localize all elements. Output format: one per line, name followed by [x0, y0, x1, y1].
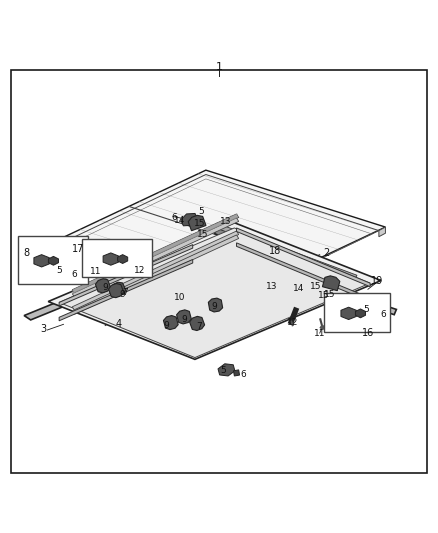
Polygon shape [233, 370, 240, 376]
Text: 9: 9 [212, 302, 218, 311]
Text: 18: 18 [269, 246, 281, 256]
Text: 10: 10 [174, 293, 185, 302]
Text: 15: 15 [318, 291, 330, 300]
Text: 6: 6 [240, 370, 247, 379]
Text: 11: 11 [314, 328, 325, 337]
Text: 9: 9 [181, 316, 187, 325]
Polygon shape [109, 284, 124, 297]
Text: 14: 14 [174, 216, 185, 225]
Polygon shape [59, 228, 370, 358]
Text: 7: 7 [196, 322, 202, 332]
Text: 5: 5 [56, 266, 62, 276]
Text: 15: 15 [310, 282, 321, 290]
Polygon shape [103, 253, 119, 265]
Polygon shape [181, 213, 198, 226]
Polygon shape [95, 279, 110, 293]
Polygon shape [367, 304, 384, 317]
Polygon shape [177, 310, 191, 324]
Text: 6: 6 [171, 213, 177, 222]
Polygon shape [190, 317, 205, 330]
Text: 4: 4 [115, 319, 121, 329]
Text: 15: 15 [194, 219, 205, 228]
Polygon shape [117, 255, 128, 263]
Polygon shape [53, 170, 385, 300]
Text: 11: 11 [90, 267, 101, 276]
Text: 5: 5 [198, 207, 205, 216]
Text: 13: 13 [220, 217, 231, 227]
Polygon shape [232, 300, 234, 306]
Polygon shape [53, 243, 59, 250]
Polygon shape [48, 256, 59, 265]
Text: 14: 14 [293, 284, 304, 293]
Polygon shape [215, 228, 357, 286]
Polygon shape [59, 245, 193, 306]
Polygon shape [355, 309, 366, 318]
Polygon shape [380, 310, 387, 317]
Polygon shape [322, 276, 340, 290]
Polygon shape [48, 223, 381, 359]
Text: 1: 1 [215, 62, 223, 72]
Text: 9: 9 [102, 282, 108, 292]
Text: 12: 12 [287, 318, 298, 327]
Polygon shape [34, 255, 49, 267]
Polygon shape [24, 247, 199, 320]
Polygon shape [237, 243, 370, 302]
Polygon shape [208, 298, 223, 312]
Text: 9: 9 [120, 290, 126, 299]
Text: 6: 6 [381, 310, 387, 319]
Polygon shape [72, 235, 239, 314]
Text: 16: 16 [362, 328, 374, 338]
Text: 13: 13 [266, 282, 277, 291]
Polygon shape [66, 270, 72, 277]
Polygon shape [237, 228, 370, 287]
Text: 15: 15 [324, 290, 335, 299]
Text: 6: 6 [71, 270, 78, 279]
Text: 3: 3 [41, 324, 47, 334]
Polygon shape [194, 219, 201, 225]
Text: 5: 5 [363, 305, 369, 314]
Polygon shape [218, 364, 235, 376]
Polygon shape [379, 227, 385, 237]
Polygon shape [52, 266, 69, 278]
Polygon shape [72, 214, 239, 293]
Polygon shape [111, 282, 126, 296]
Polygon shape [341, 307, 357, 319]
Polygon shape [163, 316, 178, 329]
Text: 19: 19 [371, 276, 383, 286]
Polygon shape [269, 268, 396, 314]
Text: 9: 9 [163, 321, 170, 330]
Polygon shape [215, 223, 357, 280]
Bar [18, 236, 88, 284]
Text: 5: 5 [220, 366, 226, 375]
Text: 8: 8 [23, 248, 29, 259]
Bar [82, 239, 152, 278]
Polygon shape [188, 215, 206, 231]
Text: 15: 15 [197, 230, 208, 239]
Text: 12: 12 [134, 266, 145, 276]
Polygon shape [72, 231, 239, 310]
Text: 17: 17 [72, 244, 84, 254]
Text: 2: 2 [323, 248, 329, 259]
Polygon shape [59, 260, 193, 321]
Text: 7: 7 [122, 288, 128, 297]
Polygon shape [72, 218, 239, 297]
Bar [324, 293, 390, 332]
